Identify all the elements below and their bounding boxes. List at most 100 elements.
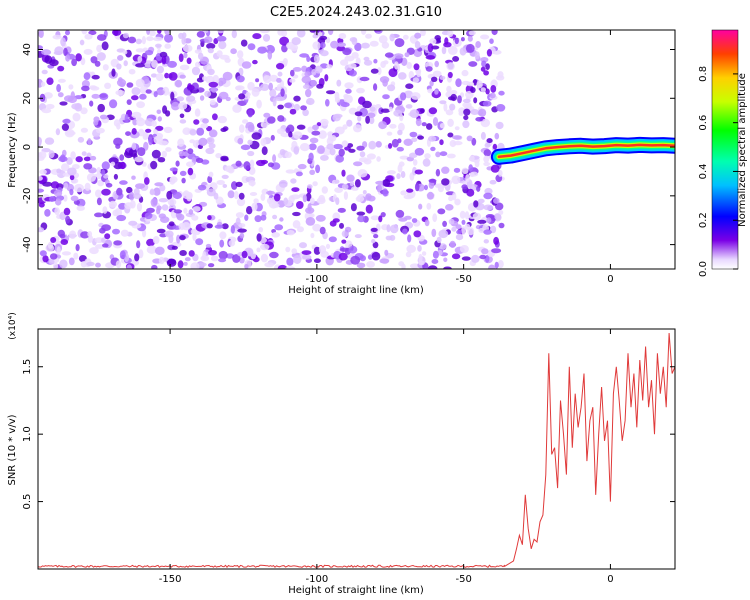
noise-blob — [314, 65, 323, 74]
noise-blob — [142, 133, 149, 140]
noise-blob — [369, 40, 379, 47]
noise-blob — [164, 30, 170, 36]
noise-blob — [428, 107, 438, 115]
noise-blob — [139, 93, 147, 100]
colorbar-tick-label: 0.2 — [698, 212, 709, 228]
colorbar-tick-label: 0.6 — [698, 115, 709, 131]
noise-blob — [282, 58, 288, 65]
noise-blob — [366, 153, 376, 160]
noise-blob — [238, 223, 246, 228]
noise-blob — [212, 74, 219, 84]
noise-blob — [447, 118, 454, 127]
noise-blob — [319, 118, 329, 126]
noise-blob — [483, 70, 489, 76]
noise-blob — [242, 119, 249, 124]
noise-blob — [427, 191, 434, 200]
noise-blob — [342, 48, 352, 56]
noise-blob — [304, 71, 311, 77]
noise-blob — [205, 243, 212, 248]
noise-blob — [366, 261, 375, 268]
noise-blob — [359, 76, 370, 82]
noise-blob — [447, 30, 454, 38]
noise-blob — [150, 198, 158, 207]
noise-blob — [153, 135, 163, 144]
noise-blob — [222, 184, 228, 188]
noise-blob — [290, 69, 295, 77]
noise-blob — [296, 124, 306, 130]
noise-blob — [451, 253, 461, 260]
noise-blob — [218, 91, 229, 100]
noise-blob — [388, 68, 398, 78]
noise-blob — [66, 157, 73, 165]
noise-blob — [467, 35, 473, 42]
noise-blob — [218, 250, 228, 260]
noise-blob — [156, 65, 164, 74]
noise-blob — [460, 37, 465, 42]
noise-blob — [181, 36, 187, 45]
noise-blob — [45, 103, 55, 110]
noise-blob — [272, 154, 277, 163]
noise-blob — [174, 79, 183, 88]
noise-blob — [424, 153, 431, 159]
noise-blob — [350, 203, 357, 212]
noise-blob — [328, 236, 337, 243]
noise-blob — [496, 104, 506, 112]
noise-blob — [247, 139, 253, 145]
noise-blob — [112, 228, 120, 235]
noise-blob — [420, 30, 426, 37]
noise-blob — [375, 104, 382, 109]
noise-blob — [69, 188, 74, 196]
noise-blob — [237, 137, 244, 145]
noise-blob — [471, 137, 477, 146]
noise-blob — [153, 129, 158, 135]
noise-blob — [228, 239, 236, 247]
noise-blob — [112, 30, 122, 36]
noise-blob — [379, 258, 390, 264]
noise-blob — [480, 66, 486, 72]
noise-blob — [338, 148, 345, 157]
y-tick-label: 1.5 — [22, 359, 33, 375]
noise-blob — [146, 30, 151, 35]
noise-blob — [96, 197, 102, 206]
noise-blob — [292, 131, 303, 140]
noise-blob — [63, 194, 68, 202]
noise-blob — [362, 100, 372, 109]
noise-blob — [332, 218, 340, 223]
noise-blob — [373, 83, 378, 91]
noise-blob — [112, 209, 119, 217]
noise-blob — [260, 214, 267, 221]
noise-blob — [462, 98, 471, 103]
noise-blob — [466, 81, 475, 87]
noise-blob — [454, 198, 461, 206]
noise-blob — [376, 156, 381, 162]
noise-blob — [406, 188, 414, 193]
noise-blob — [454, 126, 460, 131]
noise-blob — [131, 175, 136, 180]
noise-blob — [302, 254, 312, 260]
x-tick-label: -50 — [455, 274, 471, 285]
noise-blob — [116, 187, 123, 196]
noise-blob — [373, 58, 378, 64]
noise-blob — [126, 82, 134, 88]
noise-blob — [483, 161, 491, 167]
noise-blob — [49, 196, 55, 202]
noise-blob — [124, 202, 134, 210]
noise-blob — [188, 250, 195, 257]
noise-blob — [452, 56, 460, 62]
noise-blob — [412, 159, 418, 166]
noise-blob — [412, 77, 419, 83]
noise-blob — [455, 234, 464, 241]
noise-blob — [249, 192, 258, 196]
noise-blob — [367, 254, 373, 260]
noise-blob — [312, 124, 319, 131]
noise-blob — [219, 231, 227, 240]
noise-blob — [476, 80, 483, 89]
noise-blob — [207, 175, 213, 184]
noise-blob — [157, 157, 166, 163]
noise-blob — [189, 139, 196, 144]
noise-blob — [276, 128, 285, 135]
noise-blob — [256, 99, 262, 109]
noise-blob — [101, 224, 111, 232]
noise-blob — [151, 120, 157, 127]
